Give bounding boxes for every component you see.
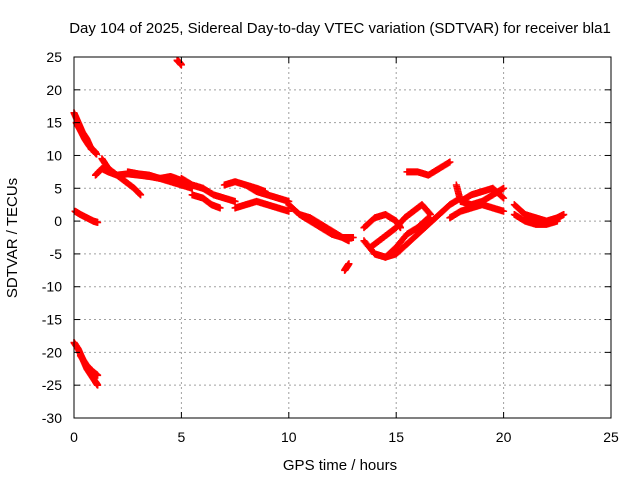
trail-marker [499, 193, 507, 201]
ticks-layer [73, 56, 612, 419]
data-point [446, 158, 454, 166]
x-tick-label: 5 [178, 429, 186, 445]
data-point [94, 218, 102, 226]
series-20 [366, 201, 435, 251]
series-10 [177, 174, 239, 205]
series-11 [188, 191, 224, 212]
data-point [93, 150, 101, 158]
y-tick-label: -30 [42, 410, 62, 426]
data-point [500, 207, 508, 215]
y-tick-label: -10 [42, 279, 62, 295]
y-tick-labels: 25 20 15 10 5 0 -5 -10 -15 -20 -25 -30 [42, 49, 62, 426]
trail-marker [426, 210, 434, 218]
data-point [231, 197, 239, 205]
data-point [553, 217, 561, 225]
y-tick-label: 5 [54, 180, 62, 196]
series-3 [71, 207, 102, 226]
x-tick-label: 20 [496, 429, 512, 445]
series-6 [173, 56, 185, 69]
x-axis-label: GPS time / hours [283, 457, 397, 474]
data-point [500, 194, 508, 202]
series-27 [510, 211, 561, 228]
y-tick-label: 15 [46, 115, 62, 131]
series-5 [76, 352, 102, 379]
series-17 [341, 260, 353, 274]
series-14 [242, 181, 269, 196]
y-tick-label: -15 [42, 312, 62, 328]
data-point [427, 211, 435, 219]
series-22 [403, 158, 454, 179]
y-tick-label: 10 [46, 147, 62, 163]
y-tick-label: -20 [42, 344, 62, 360]
series-13 [231, 197, 293, 215]
data-point [137, 191, 145, 199]
series-18 [360, 214, 432, 261]
series-16 [296, 211, 357, 241]
data-point [500, 184, 508, 192]
chart-title: Day 104 of 2025, Sidereal Day-to-day VTE… [69, 20, 611, 37]
series-2 [72, 119, 101, 158]
data-point [345, 260, 353, 268]
x-tick-label: 15 [388, 429, 404, 445]
y-tick-label: -5 [50, 246, 63, 262]
y-tick-label: 25 [46, 49, 62, 65]
data-point [560, 211, 568, 219]
data-point [349, 234, 357, 241]
y-tick-label: -25 [42, 377, 62, 393]
x-tick-label: 25 [603, 429, 619, 445]
x-tick-label: 0 [70, 429, 78, 445]
y-axis-label: SDTVAR / TECUs [4, 178, 21, 298]
series-8 [98, 155, 145, 199]
trail-marker [423, 215, 431, 223]
series-24 [446, 201, 508, 222]
data-point [285, 207, 293, 215]
data-point [94, 371, 102, 379]
grid-layer [74, 57, 611, 418]
points-layer [70, 56, 568, 389]
x-tick-labels: 0 5 10 15 20 25 [70, 429, 619, 445]
data-point [261, 188, 269, 196]
series-25 [457, 184, 508, 205]
plot-frame [73, 56, 612, 419]
x-tick-label: 10 [281, 429, 297, 445]
y-tick-label: 0 [54, 213, 62, 229]
series-19 [360, 211, 404, 232]
data-point [94, 381, 102, 389]
data-point [216, 204, 224, 212]
y-tick-label: 20 [46, 82, 62, 98]
